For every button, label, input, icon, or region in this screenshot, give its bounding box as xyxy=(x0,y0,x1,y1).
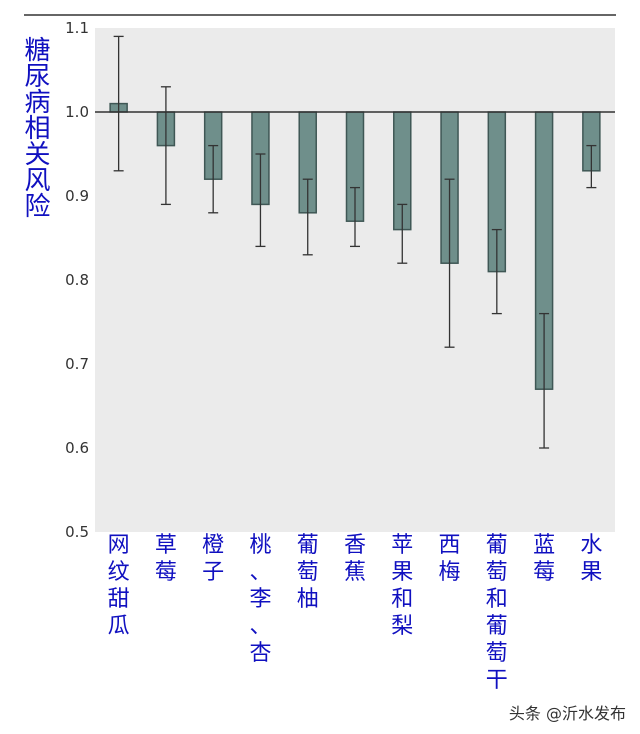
y-tick-label: 0.7 xyxy=(65,355,89,373)
x-tick-label: 葡萄和葡萄干 xyxy=(486,533,508,693)
error-bars-group xyxy=(113,35,597,449)
y-tick-label: 0.8 xyxy=(65,271,89,289)
x-tick-label: 网纹甜瓜 xyxy=(108,533,130,639)
y-axis-label: 糖尿病相关风险 xyxy=(20,36,50,218)
x-tick-label: 桃、李、杏 xyxy=(249,533,271,666)
x-tick-label: 橙子 xyxy=(202,533,224,585)
y-tick-label: 0.5 xyxy=(65,523,89,541)
y-tick-label: 0.6 xyxy=(65,439,89,457)
y-tick-label: 0.9 xyxy=(65,187,89,205)
bars-group xyxy=(109,102,601,390)
x-tick-label: 草莓 xyxy=(155,533,177,585)
y-axis-ticks: 0.5 0.6 0.7 0.8 0.9 1.0 1.1 xyxy=(65,19,89,541)
x-tick-label: 葡萄柚 xyxy=(297,533,319,612)
x-tick-label: 蓝莓 xyxy=(533,533,555,585)
y-tick-label: 1.1 xyxy=(65,19,89,37)
watermark: 头条 @沂水发布 xyxy=(508,704,626,723)
y-tick-label: 1.0 xyxy=(65,103,89,121)
x-tick-label: 苹果和梨 xyxy=(391,533,413,639)
x-tick-label: 西梅 xyxy=(439,533,461,585)
x-tick-label: 香蕉 xyxy=(344,533,366,585)
x-tick-label: 水果 xyxy=(580,533,602,585)
